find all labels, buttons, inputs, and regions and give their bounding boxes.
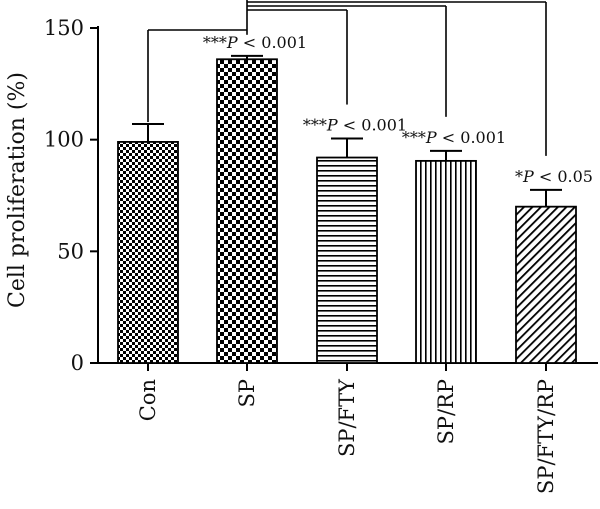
y-tick-label: 100 [44,128,84,152]
plot-area: 0 50 100 150 Con SP SP/FTY SP/RP SP/FTY/RP ***P <… [44,0,598,494]
x-tick-label: SP/FTY [335,378,359,457]
significance-label: ***P < 0.001 [303,116,407,135]
x-tick-label: SP [235,379,259,408]
x-tick-label: SP/RP [434,379,458,445]
significance-label: *P < 0.05 [515,167,593,186]
y-axis-label: Cell proliferation (%) [5,72,30,308]
bar [117,140,179,364]
y-tick-label: 50 [57,239,84,263]
bar [415,159,477,364]
y-tick-label: 150 [44,16,84,40]
significance-label: ***P < 0.001 [203,33,307,52]
y-tick-label: 0 [71,351,84,375]
x-tick-label: Con [136,379,160,421]
x-tick-label: SP/FTY/RP [534,379,558,494]
bar [515,205,577,364]
bar [316,156,378,364]
significance-label: ***P < 0.001 [402,128,506,147]
bar [216,58,278,364]
